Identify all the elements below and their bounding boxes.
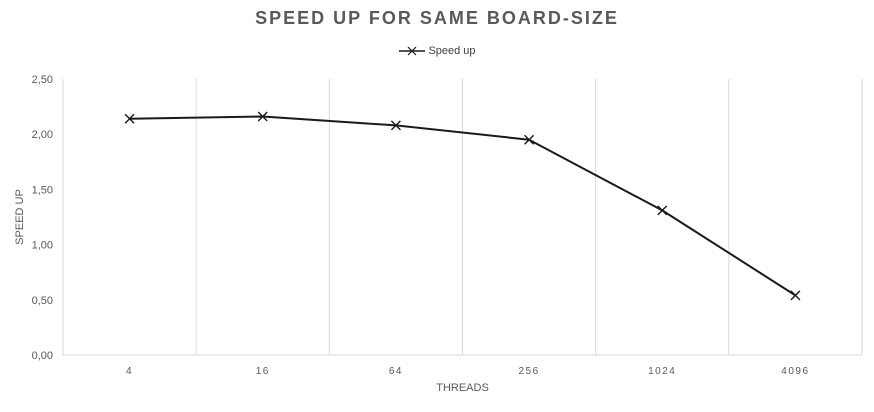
y-tick-label: 2,50 xyxy=(32,74,53,86)
marker-stroke xyxy=(524,134,535,145)
marker-stroke xyxy=(390,120,401,131)
legend-marker-icon xyxy=(399,46,426,56)
data-point-marker xyxy=(790,290,801,301)
y-tick-label: 0,00 xyxy=(32,350,53,362)
x-tick-label: 16 xyxy=(256,366,270,377)
series-line xyxy=(129,115,796,297)
data-point-marker xyxy=(390,120,401,131)
y-tick-label: 2,00 xyxy=(32,129,53,141)
marker-stroke xyxy=(657,205,668,216)
chart-title: SPEED UP FOR SAME BOARD-SIZE xyxy=(255,8,619,28)
x-tick-label: 64 xyxy=(389,366,403,377)
data-point-marker xyxy=(657,205,668,216)
x-axis-title: THREADS xyxy=(436,382,489,394)
data-point-marker xyxy=(257,111,268,122)
y-tick-label: 1,00 xyxy=(32,240,53,252)
legend-label: Speed up xyxy=(428,45,476,57)
y-tick-label: 1,50 xyxy=(32,184,53,196)
marker-stroke xyxy=(124,113,135,124)
y-tick-label: 0,50 xyxy=(32,295,53,307)
marker-stroke xyxy=(790,290,801,301)
y-axis-title: SPEED UP xyxy=(14,189,26,245)
data-point-marker xyxy=(524,134,535,145)
x-tick-label: 256 xyxy=(518,366,539,377)
x-tick-label: 1024 xyxy=(648,366,676,377)
marker-stroke xyxy=(257,111,268,122)
x-tick-label: 4 xyxy=(126,366,133,377)
data-point-marker xyxy=(124,113,135,124)
legend: Speed up xyxy=(0,45,874,57)
x-tick-label: 4096 xyxy=(781,366,809,377)
